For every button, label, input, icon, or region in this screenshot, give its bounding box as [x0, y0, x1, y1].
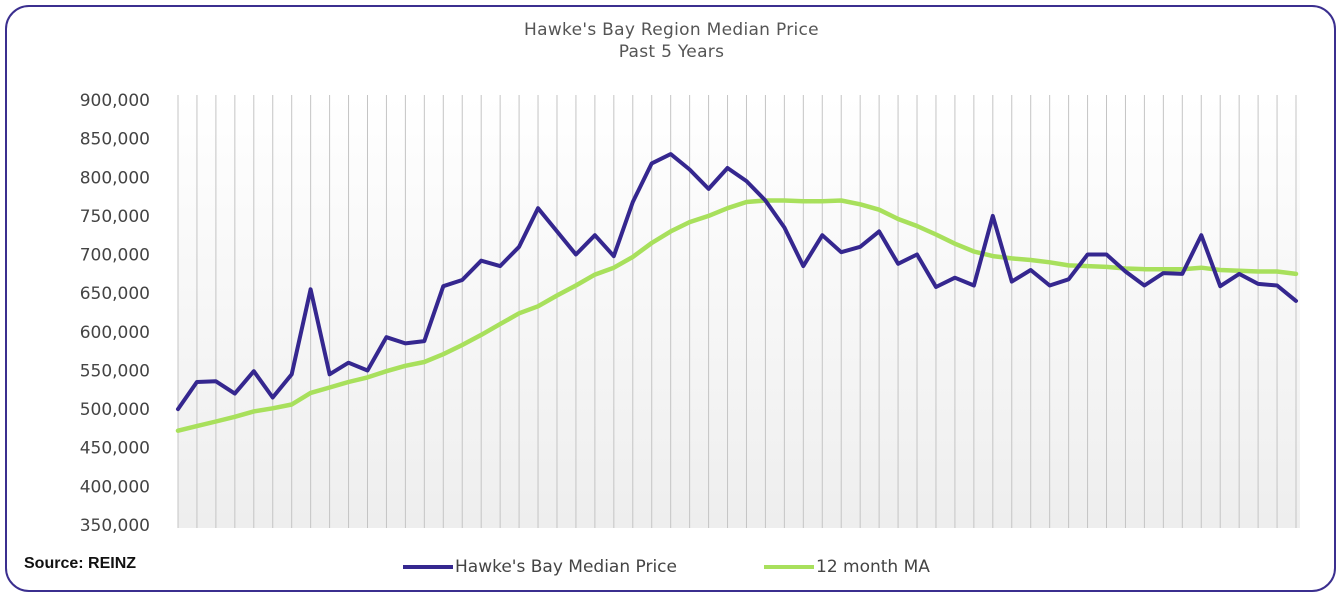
legend-swatch-median-price	[403, 565, 453, 569]
y-tick-label: 800,000	[80, 168, 150, 188]
series-line-median-price	[176, 152, 1298, 412]
y-tick-label: 500,000	[80, 400, 150, 420]
y-tick-label: 400,000	[80, 477, 150, 497]
y-tick-label: 850,000	[80, 130, 150, 150]
y-tick-label: 600,000	[80, 323, 150, 343]
y-tick-label: 450,000	[80, 439, 150, 459]
chart-subtitle: Past 5 Years	[618, 42, 725, 62]
plot-background	[178, 95, 1300, 528]
legend-label-median-price: Hawke's Bay Median Price	[455, 557, 677, 577]
y-tick-label: 700,000	[80, 246, 150, 266]
series-lines	[175, 152, 1299, 433]
y-tick-label: 900,000	[80, 91, 150, 111]
y-tick-label: 350,000	[80, 516, 150, 536]
source-label: Source: REINZ	[24, 555, 137, 572]
plot-area	[178, 95, 1300, 528]
y-tick-label: 550,000	[80, 361, 150, 381]
legend-swatch-12-month-ma	[764, 565, 814, 569]
y-tick-label: 650,000	[80, 284, 150, 304]
y-axis-ticks: 900,000 850,000 800,000 750,000 700,000 650,0…	[80, 91, 150, 536]
series-line-12-month-ma	[175, 198, 1299, 433]
chart-title: Hawke's Bay Region Median Price	[524, 20, 819, 40]
legend-item-median-price: Hawke's Bay Median Price	[403, 556, 677, 578]
vertical-gridlines	[177, 95, 1297, 528]
y-tick-label: 750,000	[80, 207, 150, 227]
legend-item-12-month-ma: 12 month MA	[764, 556, 930, 578]
legend-label-12-month-ma: 12 month MA	[816, 557, 930, 577]
